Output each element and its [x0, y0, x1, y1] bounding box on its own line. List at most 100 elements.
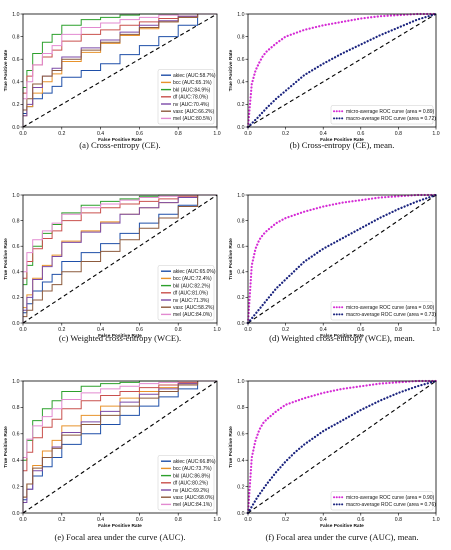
legend-label-bkl: bkl (AUC:86.8%) — [173, 473, 211, 479]
y-tick-label: 0.0 — [237, 511, 244, 517]
legend-label-akiec: akiec (AUC:58.7%) — [173, 73, 216, 79]
legend-label-macro: macro-average ROC curve (area = 0.73) — [346, 312, 436, 318]
chance-diagonal-line — [247, 380, 437, 514]
legend-label-akiec: akiec (AUC:65.0%) — [173, 269, 216, 275]
y-axis-label: True Positive Rate — [228, 238, 234, 280]
x-tick-label: 0.8 — [175, 327, 182, 333]
x-tick-label: 1.0 — [213, 517, 220, 523]
legend: akiec (AUC:65.0%)bcc (AUC:72.4%)bkl (AUC… — [157, 265, 216, 321]
x-tick-label: 1.0 — [213, 131, 220, 137]
x-tick-label: 0.0 — [244, 517, 251, 523]
x-tick-label: 0.6 — [136, 131, 143, 137]
x-tick-label: 0.8 — [395, 517, 402, 523]
y-tick-label: 0.8 — [237, 405, 244, 411]
y-tick-label: 0.6 — [237, 57, 244, 63]
x-tick-label: 0.0 — [19, 131, 26, 137]
y-tick-label: 0.2 — [12, 295, 19, 301]
legend-label-mel: mel (AUC:84.1%) — [173, 502, 212, 508]
legend-label-df: df (AUC:80.2%) — [173, 481, 208, 487]
x-axis-label: False Positive Rate — [98, 333, 142, 339]
y-axis-label: True Positive Rate — [3, 238, 9, 280]
x-tick-label: 0.0 — [19, 327, 26, 333]
series-line-micro — [246, 379, 438, 515]
series-line-nv — [22, 194, 217, 323]
chance-diagonal-line — [247, 194, 437, 324]
y-tick-label: 0.8 — [12, 218, 19, 224]
y-tick-label: 1.0 — [12, 193, 19, 199]
legend-box — [330, 301, 434, 321]
x-tick-label: 0.0 — [244, 131, 251, 137]
y-tick-label: 0.4 — [12, 458, 19, 464]
y-tick-label: 0.6 — [12, 244, 19, 250]
panel-caption-d: (d) Weighted cross-entropy (WCE), mean. — [269, 333, 415, 343]
plot-frame — [22, 380, 218, 514]
series-line-macro — [246, 12, 438, 129]
y-tick-label: 0.8 — [12, 34, 19, 40]
x-tick-label: 0.2 — [58, 327, 65, 333]
roc-panel-e: 0.00.0 0.2 0.2 0.4 0.4 0.6 0.6 0.8 0.8 1.0 1.0 Fals… — [3, 379, 221, 529]
legend: micro-average ROC curve (area = 0.89)mac… — [330, 105, 436, 125]
y-tick-label: 0.4 — [12, 270, 19, 276]
series-line-macro — [246, 379, 438, 515]
legend-label-mel: mel (AUC:84.0%) — [173, 312, 212, 318]
plot-frame — [247, 380, 437, 514]
legend-label-bkl: bkl (AUC:82.2%) — [173, 283, 211, 289]
legend-label-akiec: akiec (AUC:66.8%) — [173, 459, 216, 465]
y-tick-label: 0.4 — [12, 80, 19, 86]
legend-box — [157, 265, 215, 321]
x-tick-label: 0.2 — [58, 131, 65, 137]
x-tick-label: 0.2 — [282, 517, 289, 523]
x-tick-label: 1.0 — [432, 517, 439, 523]
x-tick-label: 0.8 — [175, 131, 182, 137]
series-line-mel — [22, 380, 217, 513]
y-tick-label: 0.8 — [237, 218, 244, 224]
legend-label-micro: micro-average ROC curve (area = 0.90) — [346, 495, 435, 501]
chance-diagonal-line — [22, 13, 218, 128]
x-tick-label: 0.4 — [97, 517, 104, 523]
y-tick-label: 0.2 — [237, 102, 244, 108]
legend-label-mel: mel (AUC:80.5%) — [173, 116, 212, 122]
plot-frame — [22, 194, 218, 324]
y-axis-label: True Positive Rate — [3, 426, 9, 468]
x-tick-label: 0.6 — [357, 327, 364, 333]
legend-label-vasc: vasc (AUC:68.0%) — [173, 495, 214, 501]
legend-label-bcc: bcc (AUC:73.7%) — [173, 466, 212, 472]
legend-label-bkl: bkl (AUC:84.9%) — [173, 87, 211, 93]
series-line-mel — [22, 13, 217, 127]
panel-caption-a: (a) Cross-entropy (CE). — [79, 140, 160, 150]
x-tick-label: 0.2 — [282, 131, 289, 137]
panel-caption-b: (b) Cross-entropy (CE), mean. — [290, 140, 395, 150]
y-tick-label: 0.4 — [237, 80, 244, 86]
y-tick-label: 0.0 — [237, 125, 244, 131]
x-tick-label: 0.6 — [136, 517, 143, 523]
legend-box — [157, 455, 215, 511]
x-tick-label: 0.4 — [97, 131, 104, 137]
legend-label-df: df (AUC:78.0%) — [173, 95, 208, 101]
roc-panel-f: 0.00.0 0.2 0.2 0.4 0.4 0.6 0.6 0.8 0.8 1.0 1.0 Fals… — [228, 379, 440, 529]
y-tick-label: 0.6 — [237, 244, 244, 250]
series-line-vasc — [22, 194, 217, 323]
legend-label-df: df (AUC:81.0%) — [173, 291, 208, 297]
y-tick-label: 0.8 — [237, 34, 244, 40]
y-tick-label: 0.4 — [237, 270, 244, 276]
plot-frame — [22, 13, 218, 128]
x-tick-label: 0.4 — [320, 327, 327, 333]
plot-frame — [247, 194, 437, 324]
panel-caption-f: (f) Focal area under the curve (AUC), me… — [266, 532, 419, 542]
y-tick-label: 1.0 — [237, 193, 244, 199]
legend-box — [330, 491, 434, 511]
roc-panel-d: 0.00.0 0.2 0.2 0.4 0.4 0.6 0.6 0.8 0.8 1.0 1.0 Fals… — [228, 193, 440, 339]
legend-label-micro: micro-average ROC curve (area = 0.90) — [346, 305, 435, 311]
legend-label-nv: nv (AUC:69.2%) — [173, 488, 209, 494]
legend: micro-average ROC curve (area = 0.90)mac… — [330, 301, 436, 321]
x-tick-label: 0.6 — [357, 517, 364, 523]
legend-label-micro: micro-average ROC curve (area = 0.89) — [346, 109, 435, 115]
legend-box — [330, 105, 434, 125]
x-tick-label: 0.0 — [19, 517, 26, 523]
roc-panel-c: 0.00.0 0.2 0.2 0.4 0.4 0.6 0.6 0.8 0.8 1.0 1.0 Fals… — [3, 193, 221, 339]
legend: akiec (AUC:58.7%)bcc (AUC:65.1%)bkl (AUC… — [157, 69, 216, 125]
legend-label-macro: macro-average ROC curve (area = 0.76) — [346, 502, 436, 508]
x-tick-label: 0.2 — [282, 327, 289, 333]
chance-diagonal-line — [22, 194, 218, 324]
y-tick-label: 1.0 — [237, 379, 244, 385]
